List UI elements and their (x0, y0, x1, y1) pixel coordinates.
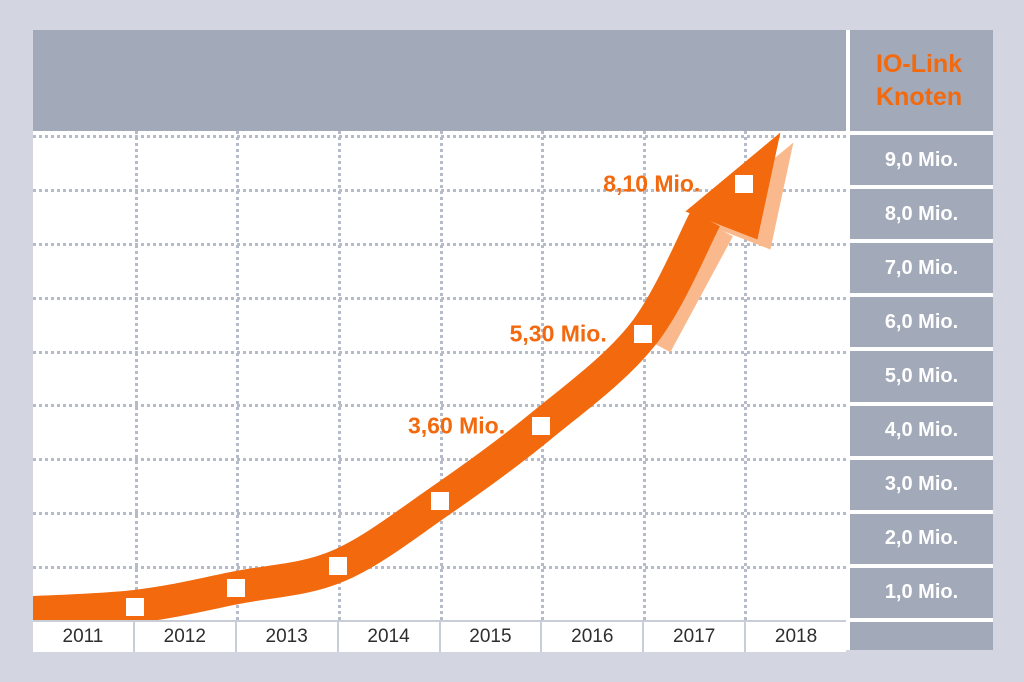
y-axis-label-7: 2,0 Mio. (850, 513, 993, 564)
data-point-2014 (430, 492, 449, 511)
x-axis: 2011 2012 2013 2014 2015 2016 2017 2018 (33, 620, 846, 652)
y-axis-label-3: 6,0 Mio. (850, 297, 993, 348)
y-axis-label-4: 5,0 Mio. (850, 351, 993, 402)
data-point-2012 (227, 578, 246, 597)
y-axis-label-6: 3,0 Mio. (850, 459, 993, 510)
y-axis-label-5: 4,0 Mio. (850, 405, 993, 456)
gridline-vertical (134, 131, 138, 620)
gridline-horizontal (33, 350, 846, 354)
data-point-2015 (532, 417, 551, 435)
x-axis-label-2016: 2016 (542, 622, 645, 652)
y-axis-label-1: 8,0 Mio. (850, 189, 993, 240)
gridline-vertical (439, 131, 443, 620)
x-axis-label-2017: 2017 (644, 622, 747, 652)
gridline-vertical (744, 131, 748, 620)
gridline-horizontal (33, 566, 846, 570)
chart-title: IO-Link Knoten (850, 30, 993, 131)
gridline-horizontal (33, 458, 846, 462)
x-axis-label-2013: 2013 (236, 622, 339, 652)
x-axis-label-2015: 2015 (440, 622, 543, 652)
gridline-horizontal (33, 135, 846, 138)
x-axis-label-2014: 2014 (338, 622, 441, 652)
data-label-2017: 8,10 Mio. (603, 170, 701, 196)
gridline-vertical (642, 131, 646, 620)
y-axis-label-0: 9,0 Mio. (850, 135, 993, 186)
chart-title-line2: Knoten (876, 82, 963, 111)
x-axis-label-2011: 2011 (33, 622, 135, 652)
x-axis-label-2012: 2012 (134, 622, 237, 652)
chart-title-line1: IO-Link (876, 49, 963, 78)
data-point-2016 (633, 325, 652, 344)
gridline-vertical (541, 131, 545, 620)
data-label-2015: 3,60 Mio. (407, 412, 506, 439)
gridline-horizontal (33, 242, 846, 246)
data-point-2013 (328, 557, 347, 576)
x-axis-label-2018: 2018 (746, 622, 846, 652)
data-point-2011 (125, 597, 144, 616)
growth-arrow (33, 132, 794, 620)
arrow-shaft (33, 210, 721, 620)
arrow-head (685, 132, 781, 240)
gridline-vertical (337, 131, 341, 620)
y-axis: 9,0 Mio. 8,0 Mio. 7,0 Mio. 6,0 Mio. 5,0 Mio.… (850, 135, 993, 650)
y-axis-empty-cell (850, 621, 993, 650)
data-point-2017 (735, 174, 754, 193)
gridline-horizontal (33, 296, 846, 300)
gridline-horizontal (33, 188, 846, 192)
plot-area: 3,60 Mio. 5,30 Mio. 8,10 Mio. (33, 131, 846, 620)
gridline-horizontal (33, 404, 846, 408)
header-bar (33, 30, 846, 131)
y-axis-label-8: 1,0 Mio. (850, 567, 993, 618)
y-axis-label-2: 7,0 Mio. (850, 243, 993, 294)
data-label-2016: 5,30 Mio. (509, 320, 607, 347)
gridline-vertical (236, 131, 240, 620)
